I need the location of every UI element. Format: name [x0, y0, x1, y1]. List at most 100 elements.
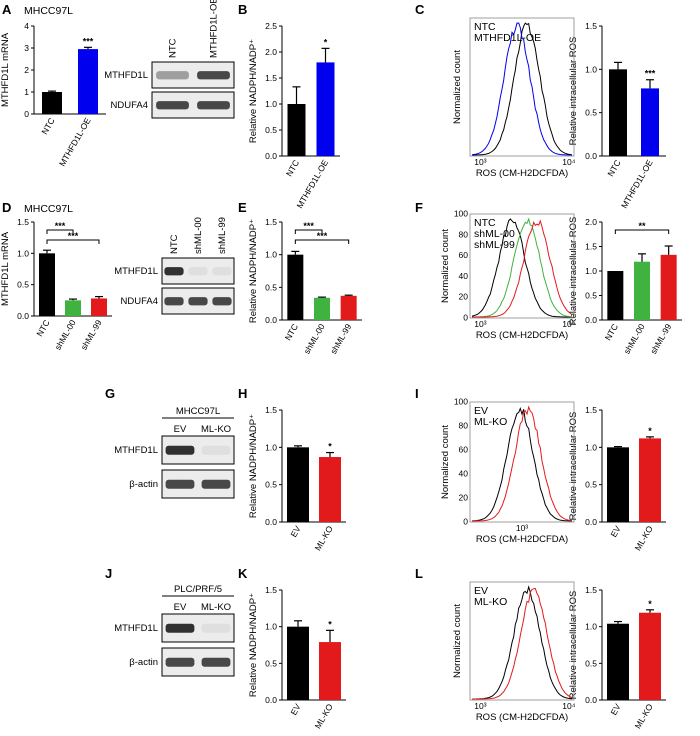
histogram-series-ml-ko	[472, 587, 573, 700]
significance-marker: *	[328, 442, 332, 452]
y-tick-label: 40	[459, 469, 469, 479]
lane-label: MTHFD1L-OE	[209, 0, 220, 58]
histogram-series-mthfd1l-oe	[471, 22, 572, 156]
protein-label: β-actin	[129, 479, 158, 490]
y-tick-label: 20	[459, 493, 469, 503]
y-tick-label: 1.0	[265, 622, 277, 632]
y-tick-label: 0.5	[265, 480, 277, 490]
y-tick-label: 1	[24, 87, 29, 97]
bar-ev	[607, 447, 629, 522]
y-tick-label: 0.5	[265, 658, 277, 668]
blot-band	[201, 623, 231, 633]
western-blot-g: EV ML-KO MHCC97L MTHFD1L β-actin	[114, 406, 235, 499]
blot-band	[212, 297, 232, 306]
y-axis-label: Normalized count	[440, 425, 451, 499]
lane-label: ML-KO	[201, 424, 231, 435]
panel-label-a: A	[2, 2, 12, 17]
panel-label-j: J	[105, 566, 112, 581]
y-axis-label: Relative NADPH/NADP⁺	[248, 219, 259, 323]
x-tick-label: EV	[288, 524, 302, 539]
panel-label-h: H	[238, 386, 247, 401]
y-tick-label: 100	[454, 397, 468, 407]
blot-band	[165, 623, 195, 633]
histogram-series-ntc	[471, 218, 572, 318]
panel-label-d: D	[2, 200, 11, 215]
x-tick-label: EV	[608, 702, 622, 717]
bar-shml-00	[65, 300, 81, 316]
y-tick-label: 1.0	[265, 442, 277, 452]
blot-band	[156, 101, 189, 110]
y-axis-label: Relative intracellular ROS	[568, 412, 579, 521]
y-tick-label: 0.5	[585, 291, 597, 301]
legend-entry: NTC	[474, 217, 496, 229]
significance-marker: *	[648, 426, 652, 436]
blot-band	[164, 297, 184, 306]
y-tick-label: 0.0	[585, 315, 597, 325]
significance-marker: *	[324, 37, 328, 47]
bar-ml-ko	[639, 438, 661, 522]
lane-label: ML-KO	[201, 602, 231, 613]
blot-band	[197, 71, 230, 80]
significance-marker: ***	[303, 221, 314, 231]
bar-mthfd1l-oe	[316, 62, 335, 156]
y-tick-label: 0.0	[585, 695, 597, 705]
x-tick-label: NTC	[284, 158, 301, 178]
y-tick-label: 0	[24, 109, 29, 119]
y-tick-label: 80	[459, 421, 469, 431]
x-tick-label: EV	[288, 702, 302, 717]
blot-band	[201, 445, 231, 455]
panel-label-b: B	[238, 2, 247, 17]
x-tick-label: 10³	[474, 157, 486, 167]
blot-band	[188, 267, 208, 276]
x-tick-label: ML-KO	[633, 524, 655, 553]
legend-entry: ML-KO	[474, 416, 507, 428]
y-tick-label: 1.0	[585, 442, 597, 452]
blot-band	[156, 71, 189, 80]
x-tick-label: EV	[608, 524, 622, 539]
y-axis-label: Relative NADPH/NADP⁺	[248, 39, 259, 143]
histogram-series-ev	[472, 585, 573, 700]
x-tick-label: NTC	[605, 158, 622, 178]
significance-bracket	[46, 229, 74, 234]
significance-marker: *	[328, 619, 332, 629]
y-tick-label: 0.0	[265, 151, 277, 161]
blot-band	[201, 657, 231, 667]
x-tick-label: shML-99	[328, 322, 353, 356]
x-tick-label: 10⁴	[562, 701, 575, 711]
bar-chart-i2: 0.0 0.5 1.0 1.5 Relative intracellular ROS EV…	[568, 405, 666, 552]
y-tick-label: 60	[459, 445, 469, 455]
plot-frame	[469, 17, 575, 157]
y-tick-label: 1.5	[265, 405, 277, 415]
x-tick-label: shML-99	[648, 322, 673, 356]
blot-band	[188, 297, 208, 306]
y-tick-label: 40	[459, 271, 469, 281]
x-tick-label: NTC	[39, 116, 56, 136]
bar-chart-b: 0.0 0.5 1.0 1.5 2.0 2.5 Relative NADPH/NADP⁺ NT…	[248, 21, 340, 210]
western-blot-a: NTC MTHFD1L-OE MTHFD1L NDUFA4	[104, 0, 235, 119]
y-tick-label: 60	[459, 250, 469, 260]
legend-entry: shML-00	[474, 228, 515, 240]
histogram-series-ml-ko	[472, 405, 573, 522]
bar-ntc	[42, 92, 62, 114]
lane-label: shML-99	[217, 217, 228, 254]
x-tick-label: NTC	[34, 318, 51, 338]
y-axis-label: Relative NADPH/NADP⁺	[248, 414, 259, 518]
legend-entry: shML-99	[474, 239, 515, 251]
protein-label: MTHFD1L	[104, 70, 148, 81]
x-tick-label: MTHFD1L-OE	[294, 158, 330, 210]
lane-label: shML-00	[193, 217, 204, 254]
y-tick-label: 0	[463, 517, 468, 527]
panel-label-c: C	[415, 2, 425, 17]
y-tick-label: 3	[24, 43, 29, 53]
plot-frame	[469, 581, 575, 701]
lane-label: EV	[174, 602, 187, 613]
bar-ev	[607, 623, 629, 700]
significance-bracket	[46, 239, 100, 244]
y-tick-label: 1.5	[585, 242, 597, 252]
blot-band	[165, 445, 195, 455]
legend-entry: EV	[474, 585, 488, 597]
